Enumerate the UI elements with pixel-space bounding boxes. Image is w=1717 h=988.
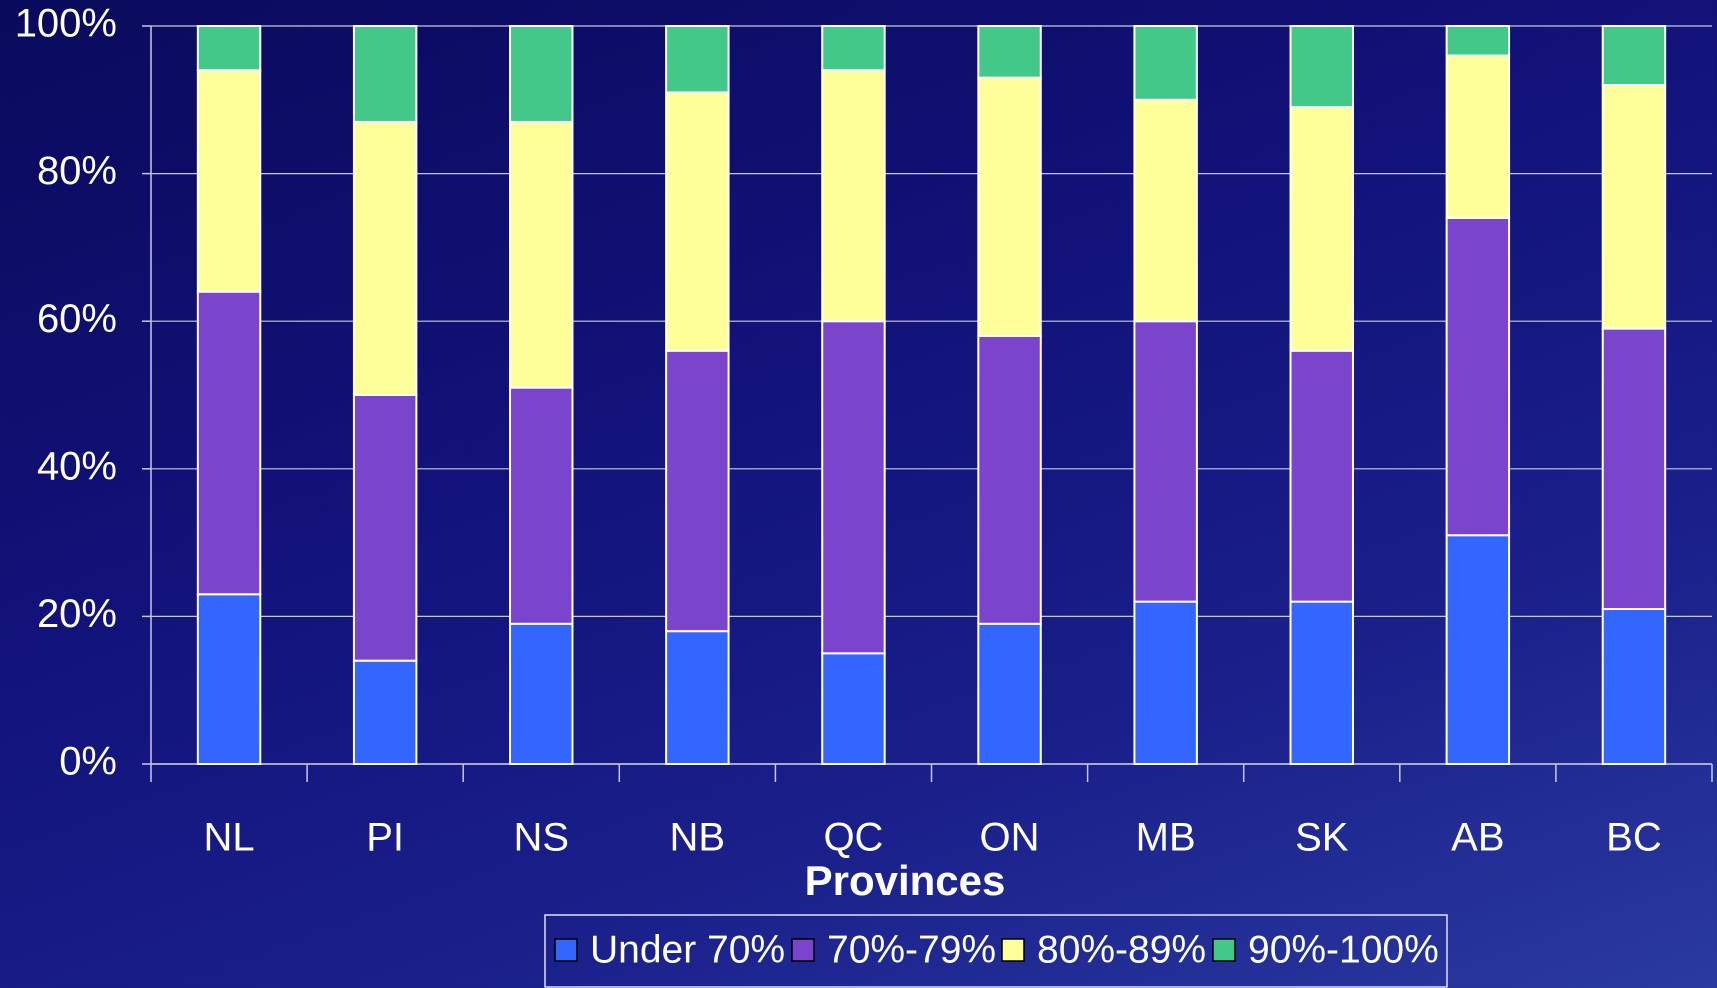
bar-segment (1445, 25, 1511, 57)
x-tick-label: NL (203, 816, 254, 860)
bar-segment (509, 25, 574, 123)
bar-segment (977, 25, 1042, 79)
bar-segment (509, 120, 574, 389)
bar-segment (665, 349, 730, 633)
legend-label: 80%-89% (1037, 928, 1206, 971)
bar-segment (509, 386, 574, 625)
bar-segment (1133, 25, 1198, 101)
bar-segment (1289, 106, 1354, 352)
bar-segment (1289, 349, 1354, 603)
bar-segment (1289, 600, 1354, 766)
x-axis-title: Provinces (805, 857, 1006, 904)
bar-segment (1445, 216, 1511, 537)
bar-segment (1601, 327, 1667, 611)
x-tick-label: PI (366, 816, 404, 860)
bar-segment (1133, 320, 1198, 603)
bar-segment (196, 69, 262, 293)
bar-segment (352, 659, 418, 765)
y-tick-label: 20% (37, 592, 117, 636)
y-tick-label: 100% (15, 2, 117, 46)
bar-segment (821, 69, 886, 323)
y-tick-label: 40% (37, 444, 117, 488)
bar-segment (1289, 25, 1354, 109)
x-tick-label: SK (1295, 816, 1349, 860)
legend-label: 70%-79% (827, 928, 996, 971)
legend-swatch (791, 938, 815, 962)
bar-segment (196, 290, 262, 596)
bar-segment (509, 622, 574, 766)
bar-segment (665, 25, 730, 94)
x-tick-label: NB (670, 816, 726, 860)
legend-label: Under 70% (590, 928, 785, 971)
x-tick-label: NS (513, 816, 569, 860)
x-tick-label: QC (823, 816, 883, 860)
bar-segment (821, 320, 886, 655)
bar-segment (665, 630, 730, 765)
bar-segment (977, 76, 1042, 337)
legend-swatch (1001, 938, 1025, 962)
bar-segment (1445, 54, 1511, 219)
bar-segment (1601, 84, 1667, 330)
bar-segment (1133, 600, 1198, 766)
bar-segment (1445, 534, 1511, 765)
bar-segment (1601, 25, 1667, 87)
bar-segment (352, 394, 418, 662)
bar-segment (352, 25, 418, 123)
bar-segment (196, 593, 262, 766)
x-tick-label: MB (1136, 816, 1196, 860)
y-tick-label: 80% (37, 149, 117, 193)
bar-segment (977, 622, 1042, 766)
x-tick-label: ON (980, 816, 1040, 860)
legend-swatch (554, 938, 578, 962)
x-tick-label: BC (1606, 816, 1662, 860)
y-tick-label: 0% (59, 740, 117, 784)
bar-segment (821, 25, 886, 72)
bar-segment (821, 652, 886, 765)
bar-segment (196, 25, 262, 72)
bar-segment (977, 334, 1042, 625)
bar-segment (1601, 608, 1667, 766)
bar-segment (352, 120, 418, 396)
bar-segment (1133, 98, 1198, 323)
x-tick-label: AB (1451, 816, 1504, 860)
legend-swatch (1212, 938, 1236, 962)
y-tick-label: 60% (37, 297, 117, 341)
legend-box (544, 914, 1448, 988)
legend-label: 90%-100% (1248, 928, 1439, 971)
bar-segment (665, 91, 730, 352)
